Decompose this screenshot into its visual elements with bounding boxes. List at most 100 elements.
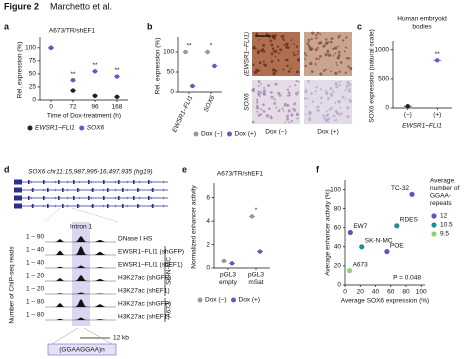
strand-arrow: [66, 204, 69, 208]
nucleus: [307, 97, 310, 100]
exon: [148, 180, 150, 184]
data-point: [359, 244, 365, 250]
nucleus: [347, 89, 351, 93]
legend-title: Average: [430, 178, 454, 185]
significance: **: [92, 62, 98, 69]
exon: [92, 188, 94, 192]
nucleus: [309, 45, 312, 48]
track-range: 1 – 40: [26, 260, 44, 267]
nucleus: [262, 50, 266, 53]
nucleus: [274, 69, 278, 73]
x-tick-label: 80: [402, 289, 410, 296]
data-point: [384, 248, 390, 255]
chart-title: A673/TR/shEF1: [49, 28, 96, 35]
strand-arrow: [90, 180, 93, 184]
track-range: 1 – 20: [26, 286, 44, 293]
nucleus: [287, 91, 291, 95]
y-tick-label: 80: [334, 205, 342, 212]
strand-arrow: [90, 204, 93, 208]
nucleus: [311, 100, 315, 103]
nucleus: [344, 46, 347, 49]
track-label: H3K27ac (shEF1): [118, 314, 170, 321]
exon: [122, 204, 124, 208]
coverage: [45, 317, 116, 320]
track-label: EWSR1–FLI1 (shGFP): [118, 249, 184, 256]
strand-arrow: [126, 188, 129, 192]
nucleus: [338, 34, 341, 37]
data-point: [221, 258, 227, 264]
y-tick-label: 20: [334, 263, 342, 270]
nucleus: [307, 79, 310, 83]
exon: [103, 180, 105, 184]
strand-arrow: [90, 196, 93, 200]
chart-title: Human embryoid: [397, 16, 447, 23]
exon: [88, 196, 90, 200]
nucleus: [325, 114, 329, 117]
nucleus: [314, 48, 317, 51]
nucleus: [334, 52, 337, 55]
nucleus: [348, 87, 351, 90]
nucleus: [263, 63, 268, 67]
strand-arrow: [102, 196, 105, 200]
exon: [43, 180, 45, 184]
legend-title: number of: [430, 185, 459, 192]
nucleus: [310, 92, 313, 95]
nucleus: [314, 63, 317, 66]
nucleus: [262, 43, 266, 47]
nucleus: [305, 105, 308, 108]
nucleus: [268, 107, 271, 110]
nucleus: [344, 71, 347, 74]
exon: [133, 180, 135, 184]
nucleus: [346, 87, 349, 90]
nucleus: [339, 61, 342, 64]
group-label: SK-N-MC: [166, 257, 173, 285]
chart-title: bodies: [412, 24, 432, 31]
strand-arrow: [30, 180, 33, 184]
nucleus: [282, 68, 285, 71]
nucleus: [293, 108, 297, 112]
strand-arrow: [126, 196, 129, 200]
track-label: DNase I HS: [118, 236, 153, 243]
data-point: [92, 93, 98, 99]
nucleus: [341, 95, 345, 99]
nucleus: [256, 100, 259, 103]
y-tick-label: 100: [330, 186, 341, 193]
nucleus: [305, 54, 308, 57]
legend-label: Dox (−): [201, 131, 223, 138]
data-point: [249, 214, 255, 219]
nucleus: [277, 109, 281, 113]
nucleus: [257, 84, 260, 87]
nucleus: [272, 72, 276, 76]
nucleus: [288, 85, 291, 88]
nucleus: [285, 45, 289, 49]
exon: [137, 188, 139, 192]
nucleus: [307, 38, 311, 42]
nucleus: [287, 70, 291, 73]
nucleus: [288, 121, 291, 124]
nucleus: [346, 106, 350, 110]
exon: [133, 196, 135, 200]
significance: **: [435, 51, 441, 58]
nucleus: [316, 31, 320, 35]
nucleus: [282, 37, 285, 40]
nucleus: [335, 85, 339, 89]
data-point: [346, 268, 353, 274]
x-tick-label: 20: [357, 289, 365, 296]
x-tick-label: 0: [49, 104, 53, 111]
nucleus: [304, 58, 307, 60]
nucleus: [277, 91, 281, 95]
nucleus: [260, 83, 263, 85]
legend-marker: [431, 231, 437, 237]
nucleus: [326, 91, 329, 94]
exon: [73, 180, 75, 184]
y-tick-label: 0: [170, 89, 174, 96]
significance: *: [255, 207, 258, 214]
nucleus: [262, 103, 265, 107]
nucleus: [346, 80, 350, 84]
exon: [58, 196, 60, 200]
nucleus: [284, 121, 287, 123]
point-label: POE: [390, 242, 404, 249]
x-axis-label: EWSR1–FLI1: [402, 123, 442, 130]
nucleus: [332, 90, 335, 93]
nucleus: [342, 39, 345, 42]
